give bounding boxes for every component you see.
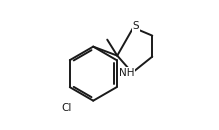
Text: NH: NH	[118, 68, 134, 78]
Text: Cl: Cl	[62, 103, 72, 113]
Text: S: S	[132, 21, 139, 31]
